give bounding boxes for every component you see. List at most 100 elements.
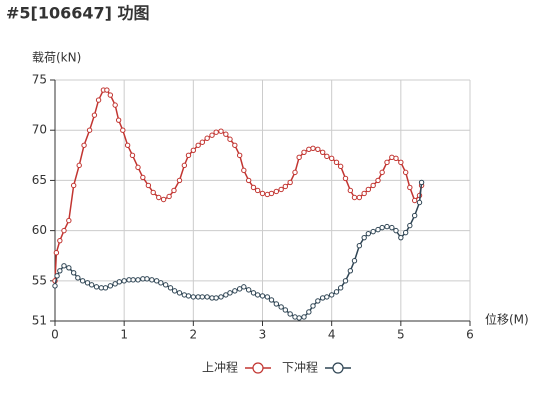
data-point — [171, 288, 178, 294]
series-line — [54, 89, 423, 281]
data-point — [54, 273, 60, 279]
data-point — [296, 154, 302, 161]
legend-label: 上冲程 — [202, 360, 238, 375]
data-point — [407, 222, 413, 229]
legend-item[interactable]: 下冲程 — [282, 360, 351, 375]
legend-label: 下冲程 — [282, 360, 318, 375]
data-point — [120, 127, 126, 133]
data-point — [379, 224, 385, 231]
data-point — [135, 277, 141, 283]
data-point — [273, 301, 280, 307]
data-point — [250, 290, 257, 296]
data-point — [176, 290, 183, 296]
data-point — [236, 152, 243, 159]
data-point — [135, 164, 141, 171]
data-point — [204, 294, 210, 300]
data-point — [190, 147, 197, 153]
data-point — [361, 190, 367, 197]
data-point — [389, 224, 395, 231]
data-point — [124, 142, 131, 148]
data-point — [57, 237, 63, 244]
data-point — [282, 307, 289, 313]
data-point — [107, 283, 114, 289]
data-point — [250, 184, 257, 191]
data-point — [310, 303, 316, 309]
data-point — [268, 190, 275, 197]
data-point — [398, 159, 404, 166]
data-point — [195, 142, 201, 148]
data-point — [241, 284, 247, 290]
data-point — [223, 292, 229, 298]
data-point — [393, 227, 399, 234]
data-point — [324, 153, 330, 160]
data-point — [337, 163, 344, 170]
x-tick-label: 3 — [259, 328, 267, 342]
data-point — [199, 139, 206, 145]
data-point — [223, 131, 229, 137]
x-tick-label: 2 — [190, 328, 198, 342]
data-point — [254, 292, 261, 298]
data-point — [144, 276, 150, 282]
data-point — [199, 294, 206, 300]
data-point — [328, 292, 335, 298]
data-point — [66, 265, 72, 271]
x-tick-label: 1 — [120, 328, 128, 342]
y-tick-label: 60 — [32, 223, 47, 237]
data-point — [112, 102, 118, 108]
data-point — [418, 179, 425, 186]
data-point — [402, 229, 409, 236]
data-point — [370, 228, 376, 235]
data-point — [156, 194, 162, 201]
data-point — [384, 159, 390, 166]
y-tick-label: 51 — [32, 314, 47, 328]
data-point — [365, 230, 372, 237]
data-point — [107, 92, 114, 98]
data-point — [218, 294, 224, 300]
data-point — [66, 217, 72, 224]
data-point — [209, 132, 215, 138]
data-point — [53, 250, 60, 256]
data-point — [213, 295, 219, 301]
data-point — [319, 149, 326, 156]
data-point — [236, 286, 243, 292]
data-point — [375, 177, 381, 184]
x-tick-label: 5 — [397, 328, 405, 342]
data-point — [351, 194, 358, 201]
data-point — [356, 242, 363, 249]
data-point — [416, 199, 423, 206]
x-tick-label: 0 — [51, 328, 59, 342]
data-point — [310, 145, 316, 151]
data-point — [268, 297, 275, 303]
data-point — [70, 270, 77, 276]
legend-symbol — [252, 362, 264, 374]
data-point — [245, 287, 252, 293]
data-point — [76, 162, 82, 169]
legend-item[interactable]: 上冲程 — [202, 360, 271, 375]
data-point — [282, 183, 289, 190]
data-point — [375, 226, 381, 233]
data-point — [213, 129, 219, 135]
data-point — [121, 278, 127, 284]
y-tick-label: 55 — [32, 273, 47, 287]
data-point — [411, 197, 418, 204]
data-point — [398, 234, 404, 241]
data-point — [287, 311, 293, 317]
data-point — [278, 304, 284, 310]
data-point — [347, 187, 354, 194]
data-point — [70, 182, 77, 189]
data-point — [150, 189, 156, 196]
data-point — [84, 280, 91, 286]
data-point — [370, 182, 376, 189]
data-point — [81, 142, 87, 148]
data-point — [115, 117, 122, 123]
data-point — [227, 136, 233, 142]
data-point — [315, 146, 321, 152]
data-point — [218, 128, 224, 134]
data-point — [347, 268, 354, 274]
y-tick-label: 75 — [32, 73, 47, 87]
data-point — [93, 284, 100, 290]
data-point — [185, 293, 192, 299]
y-tick-label: 70 — [32, 123, 47, 137]
data-point — [245, 177, 252, 184]
